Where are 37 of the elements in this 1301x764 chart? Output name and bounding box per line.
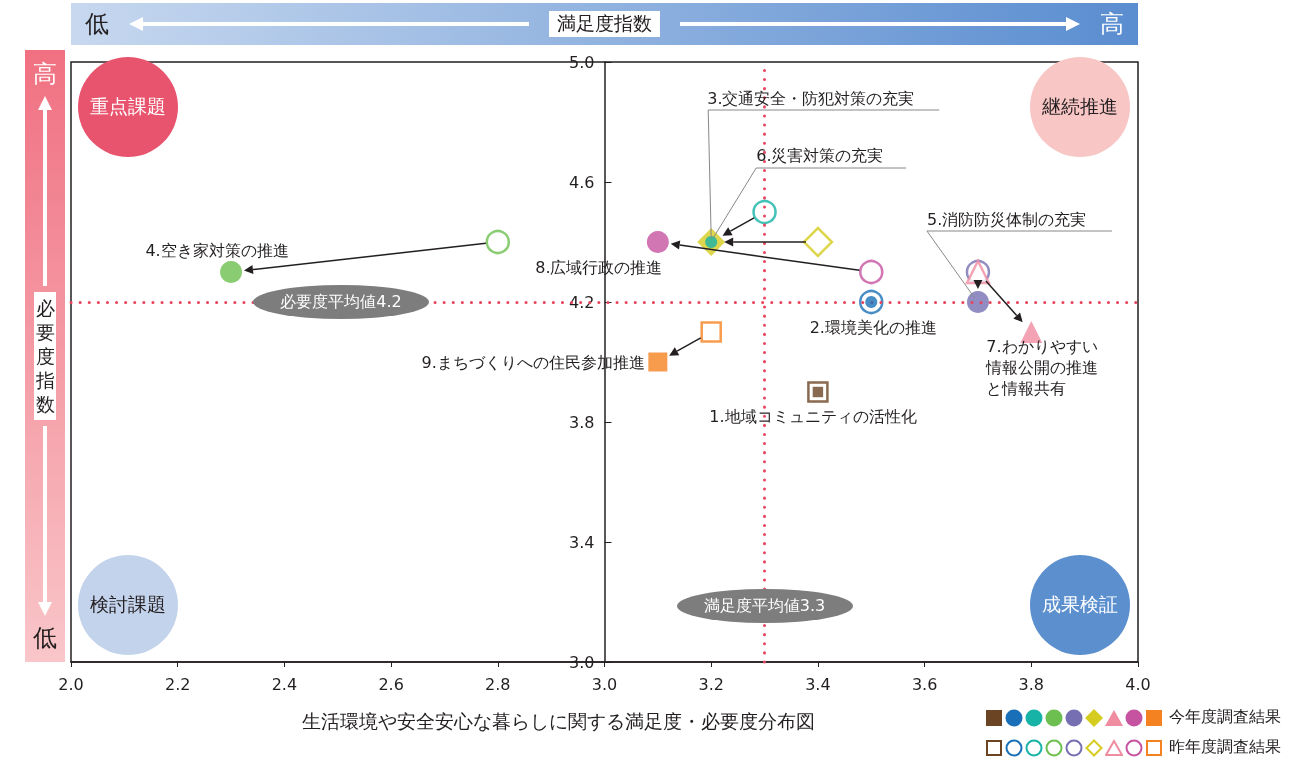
- point: [859, 259, 884, 285]
- y-tick-label: 4.6: [569, 172, 595, 192]
- annotation: 4.空き家対策の推進: [145, 240, 289, 260]
- text: 生活環境や安全安心な暮らしに関する満足度・必要度分布図: [302, 709, 815, 732]
- x-tick-label: 3.2: [698, 674, 724, 694]
- point: [966, 291, 989, 313]
- x-tick-label: 3.8: [1018, 674, 1045, 694]
- annotation: 3.交通安全・防犯対策の充実: [707, 88, 915, 108]
- point: [752, 199, 777, 225]
- annotation: 6.災害対策の充実: [756, 145, 884, 165]
- x-tick-label: 2.4: [271, 674, 298, 694]
- annotation: 7.わかりやすい情報公開の推進と情報共有: [985, 336, 1099, 398]
- x-tick-label: 2.0: [58, 674, 84, 694]
- text: 低: [85, 9, 109, 40]
- x-tick-label: 2.6: [378, 674, 404, 694]
- y-tick-label: 4.2: [569, 292, 595, 312]
- legend-label: 今年度調査結果: [1169, 707, 1281, 728]
- text: 高: [1100, 9, 1124, 40]
- y-axis-title: 必要度指数: [34, 292, 56, 420]
- point: [220, 261, 243, 283]
- x-tick-label: 2.8: [485, 674, 511, 694]
- x-tick-label: 3.4: [805, 674, 831, 694]
- x-tick-label: 4.0: [1125, 674, 1151, 694]
- legend-label: 昨年度調査結果: [1169, 737, 1281, 758]
- text: 低: [33, 623, 57, 654]
- annotation: 1.地域コミュニティの活性化: [709, 406, 917, 426]
- annotation: 2.環境美化の推進: [809, 317, 937, 337]
- x-axis-title: 満足度指数: [549, 11, 660, 37]
- y-tick-label: 3.4: [569, 532, 595, 552]
- x-tick-label: 3.0: [591, 674, 618, 694]
- y-tick-label: 3.8: [569, 412, 595, 432]
- annotation: 5.消防防災体制の充実: [926, 209, 1087, 229]
- x-tick-label: 2.2: [164, 674, 191, 694]
- point: [485, 229, 511, 255]
- point: [646, 231, 669, 253]
- x-tick-label: 3.6: [911, 674, 938, 694]
- text: 高: [33, 59, 57, 90]
